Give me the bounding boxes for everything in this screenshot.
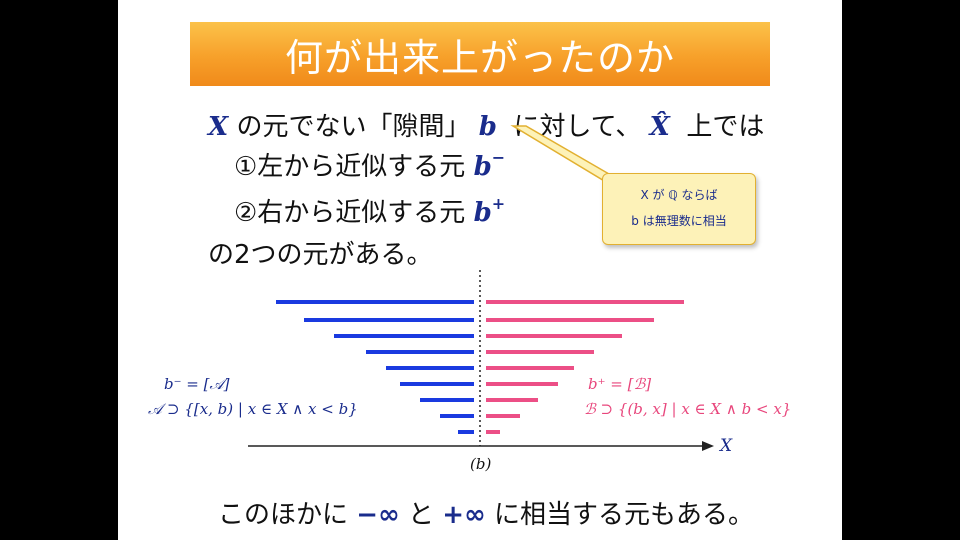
callout-line-2: b は無理数に相当 [631, 214, 727, 228]
item-left-approx: ①左から近似する元 b− [234, 146, 505, 183]
b-plus-formula: b⁺ = [ℬ] [588, 375, 652, 393]
var-x-hat: X̂ [649, 112, 670, 142]
sup-plus: + [491, 194, 506, 213]
x-axis-arrow [702, 441, 714, 451]
var-b-plus: b [473, 198, 492, 228]
item-right-text: ②右から近似する元 [234, 198, 466, 228]
title-bar: 何が出来上がったのか [190, 22, 770, 86]
intro-line: X の元でない「隙間」 b に対して、 X̂ 上では [208, 106, 764, 143]
diagram [248, 125, 714, 451]
var-x: X [208, 112, 229, 142]
callout-pointer [510, 125, 617, 190]
a-set-formula: 𝒜 ⊃ {[x, b) | x ∈ X ∧ x < b} [148, 400, 358, 418]
item-right-approx: ②右から近似する元 b+ [234, 192, 505, 229]
var-b-minus: b [473, 152, 492, 182]
slide-title: 何が出来上がったのか [284, 35, 675, 80]
gap-label: (b) [470, 455, 492, 473]
intro-text-1: の元でない「隙間」 [236, 112, 471, 142]
pos-infinity: +∞ [442, 500, 486, 530]
slide: 何が出来上がったのか X の元でない「隙間」 b に対して、 X̂ 上では ①左… [118, 0, 842, 540]
bottom-text-3: に相当する元もある。 [494, 500, 755, 530]
axis-label: X [720, 436, 733, 456]
b-set-formula: ℬ ⊃ {(b, x] | x ∈ X ∧ b < x} [584, 400, 792, 418]
callout-line-1: X が ℚ ならば [640, 188, 718, 202]
right-bars [486, 300, 684, 434]
left-bars [276, 300, 474, 434]
neg-infinity: −∞ [356, 500, 400, 530]
b-minus-formula: b⁻ = [𝒜] [164, 375, 230, 393]
var-b: b [478, 112, 497, 142]
bottom-text-1: このほかに [218, 500, 349, 530]
bottom-line: このほかに −∞ と +∞ に相当する元もある。 [218, 494, 754, 531]
bottom-text-2: と [408, 500, 435, 530]
callout-box: X が ℚ ならば b は無理数に相当 [602, 173, 756, 245]
item-left-text: ①左から近似する元 [234, 152, 466, 182]
two-elements-line: の2つの元がある。 [208, 240, 433, 270]
intro-text-3: 上では [686, 112, 765, 142]
sup-minus: − [491, 148, 506, 167]
